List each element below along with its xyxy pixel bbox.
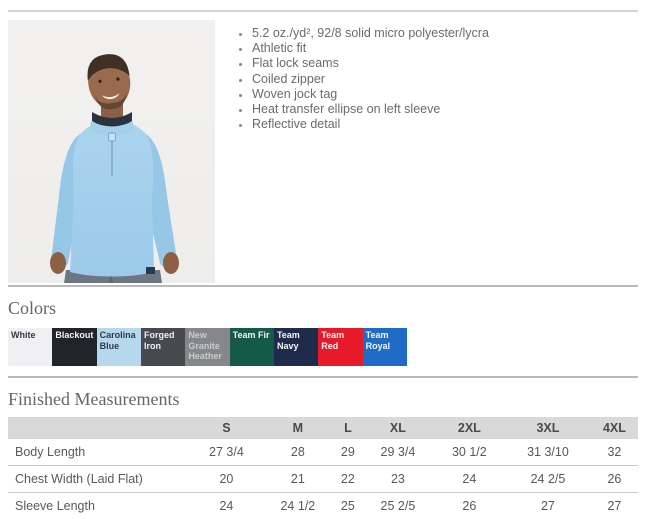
- product-spec-page: 5.2 oz./yd², 92/8 solid micro polyester/…: [0, 10, 646, 519]
- feature-item: Flat lock seams: [251, 56, 489, 71]
- measurement-value: 24: [219, 499, 234, 514]
- measurements-divider: [8, 376, 638, 379]
- row-label: Sleeve Length: [15, 499, 95, 514]
- measurement-value: 22: [340, 472, 355, 487]
- measurement-value: 23: [390, 472, 405, 487]
- model-photo-illustration: [8, 20, 215, 283]
- measurement-value: 24 2/5: [530, 472, 566, 487]
- color-swatch-blackout[interactable]: Blackout: [52, 328, 97, 367]
- table-row-sleeve-length: Sleeve Length 24 24 1/2 25 25 2/5 26 27 …: [8, 493, 638, 519]
- feature-item: Woven jock tag: [251, 87, 489, 102]
- size-column-header: L: [333, 417, 363, 440]
- measurement-value: 20: [219, 472, 234, 487]
- color-swatch-team-red[interactable]: Team Red: [318, 328, 363, 367]
- measurements-header-row: S M L XL 2XL 3XL 4XL: [8, 417, 638, 440]
- product-overview: 5.2 oz./yd², 92/8 solid micro polyester/…: [8, 20, 638, 283]
- row-label: Body Length: [15, 445, 86, 460]
- feature-item: Reflective detail: [251, 117, 489, 132]
- size-column-header: 4XL: [590, 417, 638, 440]
- measurement-value: 28: [290, 445, 305, 460]
- feature-item: Athletic fit: [251, 41, 489, 56]
- product-photo: [8, 20, 215, 283]
- measurement-value: 27 3/4: [209, 445, 244, 460]
- measurement-value: 25: [340, 499, 355, 514]
- measurement-value: 29 3/4: [380, 445, 416, 460]
- measurement-value: 27: [540, 499, 555, 514]
- size-column-header: M: [262, 417, 334, 440]
- size-column-header: XL: [362, 417, 434, 440]
- table-row-chest-width: Chest Width (Laid Flat) 20 21 22 23 24 2…: [8, 466, 638, 493]
- measurement-value: 31 3/10: [527, 445, 569, 460]
- row-label: Chest Width (Laid Flat): [15, 472, 143, 487]
- measurements-header-empty: [8, 417, 191, 440]
- top-divider: [8, 10, 638, 12]
- colors-heading: Colors: [8, 298, 57, 318]
- color-swatch-row: White Blackout Carolina Blue Forged Iron…: [8, 328, 407, 367]
- color-swatch-team-fir[interactable]: Team Fir: [229, 328, 274, 367]
- color-swatch-team-royal[interactable]: Team Royal: [362, 328, 407, 367]
- feature-item: 5.2 oz./yd², 92/8 solid micro polyester/…: [251, 26, 489, 41]
- color-swatch-team-navy[interactable]: Team Navy: [273, 328, 319, 367]
- feature-list-container: 5.2 oz./yd², 92/8 solid micro polyester/…: [235, 20, 489, 283]
- size-column-header: 3XL: [505, 417, 591, 440]
- measurement-value: 27: [607, 499, 622, 514]
- feature-list: 5.2 oz./yd², 92/8 solid micro polyester/…: [235, 26, 489, 132]
- measurement-value: 25 2/5: [380, 499, 416, 514]
- measurement-value: 24: [462, 472, 477, 487]
- color-swatch-white[interactable]: White: [8, 328, 53, 367]
- colors-divider: [8, 285, 638, 287]
- measurements-heading: Finished Measurements: [8, 389, 180, 410]
- color-swatch-carolina-blue[interactable]: Carolina Blue: [96, 328, 141, 367]
- size-column-header: S: [190, 417, 263, 440]
- table-row-body-length: Body Length 27 3/4 28 29 29 3/4 30 1/2 3…: [8, 439, 638, 466]
- feature-item: Coiled zipper: [251, 72, 489, 87]
- measurement-value: 21: [290, 472, 305, 487]
- measurement-value: 26: [462, 499, 477, 514]
- feature-item: Heat transfer ellipse on left sleeve: [251, 102, 489, 117]
- measurement-value: 24 1/2: [280, 499, 316, 514]
- measurement-value: 32: [607, 445, 622, 460]
- measurement-value: 26: [607, 472, 622, 487]
- measurement-value: 30 1/2: [451, 445, 487, 460]
- color-swatch-forged-iron[interactable]: Forged Iron: [140, 328, 186, 367]
- measurements-table: S M L XL 2XL 3XL 4XL Body Length 27 3/4 …: [8, 417, 638, 519]
- size-column-header: 2XL: [433, 417, 506, 440]
- measurement-value: 29: [340, 445, 355, 460]
- color-swatch-new-granite-heather[interactable]: New Granite Heather: [185, 328, 230, 367]
